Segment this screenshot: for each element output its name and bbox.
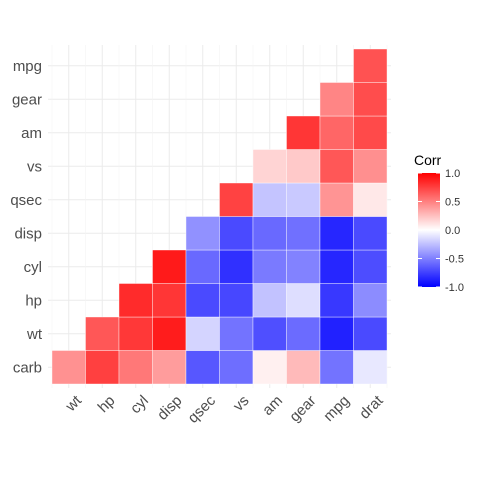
- heatmap-cell-disp-qsec: [185, 216, 220, 251]
- heatmap-cell-wt-am: [252, 316, 287, 351]
- heatmap-cells: [51, 48, 388, 385]
- heatmap-cell-qsec-am: [252, 182, 287, 217]
- heatmap-cell-wt-mpg: [319, 316, 354, 351]
- heatmap-cell-wt-gear: [286, 316, 321, 351]
- heatmap-cell-vs-gear: [286, 149, 321, 184]
- heatmap-cell-carb-disp: [152, 350, 187, 385]
- heatmap-cell-hp-gear: [286, 283, 321, 318]
- legend-colorbar: [418, 173, 440, 287]
- heatmap-cell-hp-disp: [152, 283, 187, 318]
- y-tick-label-hp: hp: [25, 292, 42, 309]
- heatmap-cell-qsec-vs: [219, 182, 254, 217]
- heatmap-cell-hp-qsec: [185, 283, 220, 318]
- heatmap-cell-cyl-vs: [219, 249, 254, 284]
- heatmap-cell-am-drat: [353, 115, 388, 150]
- heatmap-cell-vs-mpg: [319, 149, 354, 184]
- heatmap-cell-carb-vs: [219, 350, 254, 385]
- heatmap-cell-wt-disp: [152, 316, 187, 351]
- heatmap-cell-carb-drat: [353, 350, 388, 385]
- heatmap-cell-gear-drat: [353, 82, 388, 117]
- heatmap-cell-qsec-gear: [286, 182, 321, 217]
- legend-title: Corr: [414, 152, 442, 168]
- heatmap-cell-carb-mpg: [319, 350, 354, 385]
- heatmap-cell-cyl-qsec: [185, 249, 220, 284]
- heatmap-cell-wt-qsec: [185, 316, 220, 351]
- heatmap-cell-hp-mpg: [319, 283, 354, 318]
- legend-ticks: 1.0 0.5 0.0 -0.5 -1.0: [418, 168, 464, 294]
- heatmap-cell-qsec-drat: [353, 182, 388, 217]
- heatmap-cell-qsec-mpg: [319, 182, 354, 217]
- heatmap-cell-disp-mpg: [319, 216, 354, 251]
- heatmap-cell-hp-cyl: [118, 283, 153, 318]
- legend-tick-label: 0.0: [445, 225, 460, 237]
- legend-tick-label: 0.5: [445, 197, 460, 209]
- legend: Corr 1.0 0.5 0.0 -0.5 -1.0: [414, 152, 464, 294]
- heatmap-cell-gear-mpg: [319, 82, 354, 117]
- heatmap-cell-mpg-drat: [353, 48, 388, 83]
- y-tick-labels: carb wt hp cyl disp qsec vs am gear mpg: [10, 58, 43, 377]
- heatmap-cell-carb-gear: [286, 350, 321, 385]
- heatmap-cell-hp-drat: [353, 283, 388, 318]
- y-tick-label-am: am: [21, 125, 42, 142]
- y-tick-label-mpg: mpg: [13, 58, 42, 75]
- legend-tick-label: -1.0: [445, 282, 464, 294]
- heatmap-cell-cyl-gear: [286, 249, 321, 284]
- heatmap-cell-hp-vs: [219, 283, 254, 318]
- heatmap-cell-disp-gear: [286, 216, 321, 251]
- y-tick-label-qsec: qsec: [10, 192, 42, 209]
- heatmap-cell-carb-qsec: [185, 350, 220, 385]
- y-tick-label-vs: vs: [27, 158, 42, 175]
- heatmap-cell-cyl-am: [252, 249, 287, 284]
- heatmap-cell-wt-drat: [353, 316, 388, 351]
- y-tick-label-wt: wt: [26, 326, 43, 343]
- heatmap-cell-carb-am: [252, 350, 287, 385]
- legend-tick-label: -0.5: [445, 254, 464, 266]
- heatmap-cell-cyl-disp: [152, 249, 187, 284]
- heatmap-cell-carb-cyl: [118, 350, 153, 385]
- heatmap-cell-wt-hp: [85, 316, 120, 351]
- heatmap-cell-wt-cyl: [118, 316, 153, 351]
- heatmap-cell-carb-hp: [85, 350, 120, 385]
- heatmap-cell-cyl-drat: [353, 249, 388, 284]
- y-tick-label-gear: gear: [12, 91, 42, 108]
- heatmap-cell-carb-wt: [51, 350, 86, 385]
- heatmap-cell-hp-am: [252, 283, 287, 318]
- heatmap-cell-am-mpg: [319, 115, 354, 150]
- y-tick-label-disp: disp: [14, 225, 42, 242]
- heatmap-cell-am-gear: [286, 115, 321, 150]
- heatmap-cell-vs-am: [252, 149, 287, 184]
- y-tick-label-carb: carb: [13, 359, 42, 376]
- heatmap-cell-wt-vs: [219, 316, 254, 351]
- heatmap-cell-vs-drat: [353, 149, 388, 184]
- heatmap-cell-disp-am: [252, 216, 287, 251]
- heatmap-cell-cyl-mpg: [319, 249, 354, 284]
- y-tick-label-cyl: cyl: [24, 259, 42, 276]
- heatmap-cell-disp-drat: [353, 216, 388, 251]
- legend-tick-label: 1.0: [445, 168, 460, 180]
- heatmap-cell-disp-vs: [219, 216, 254, 251]
